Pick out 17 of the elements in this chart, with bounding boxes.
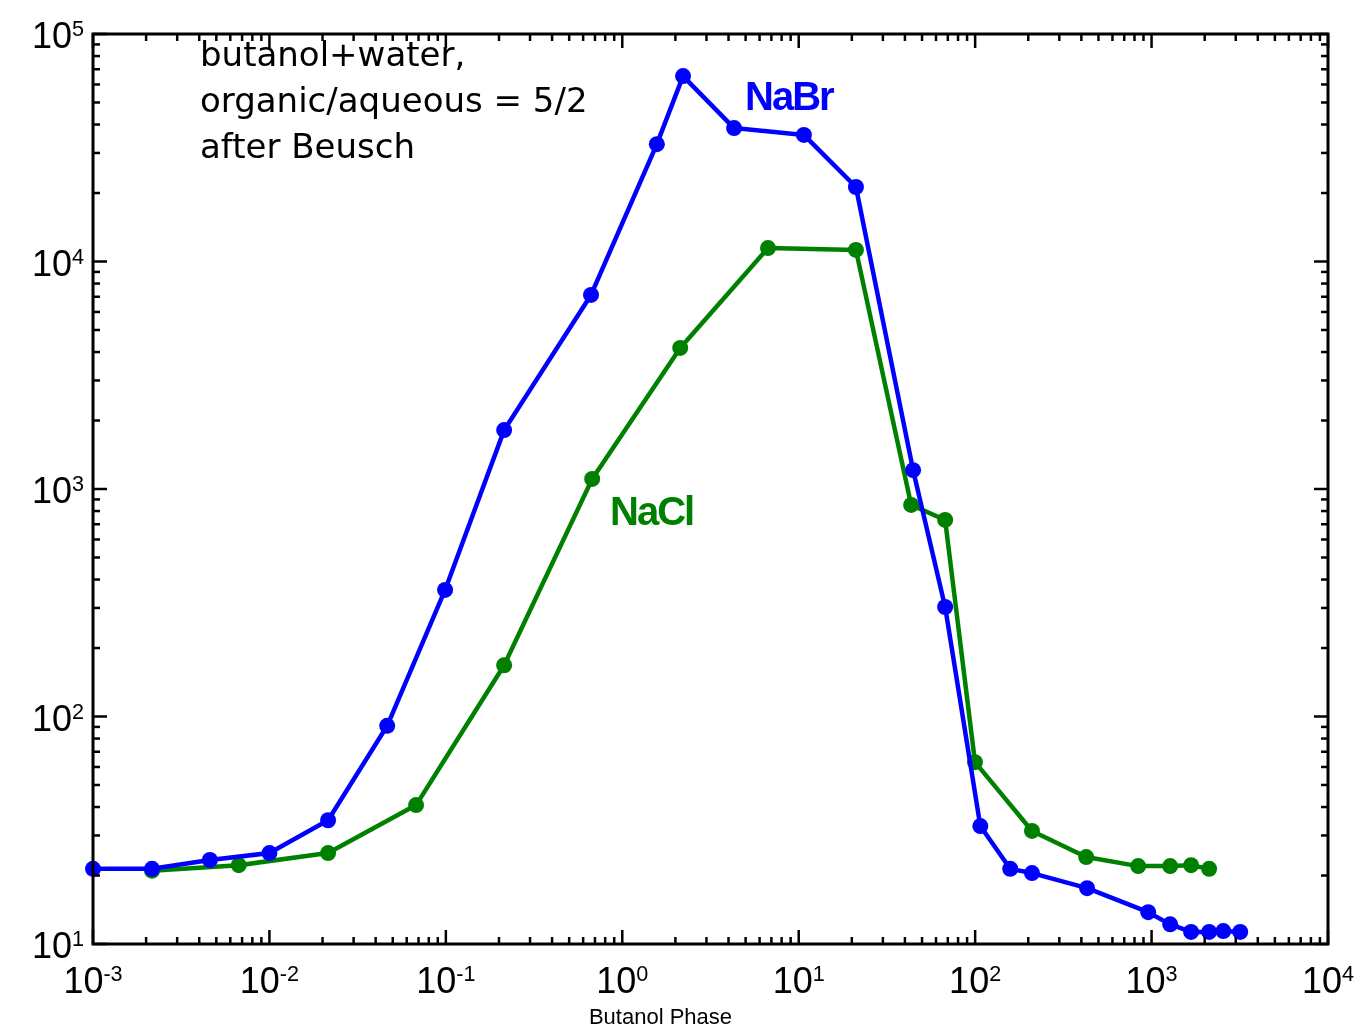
annotation: butanol+water, [200,34,466,74]
x-axis-title: Butanol Phase [588,1004,733,1029]
x-tick-label: 10$^{2}$ [949,960,1002,1001]
y-tick-label: 10$^{3}$ [31,470,84,511]
annotation: organic/aqueous = 5/2 [200,80,588,120]
x-tick-label: 10$^{-2}$ [239,960,300,1001]
annotation: after Beusch [200,126,415,166]
x-tick-label: 10$^{3}$ [1125,960,1178,1001]
y-tick-label: 10$^{4}$ [31,242,84,284]
y-tick-label: 10$^{5}$ [31,15,84,56]
x-tick-label: 10$^{1}$ [772,960,825,1001]
y-tick-label: 10$^{2}$ [31,697,84,739]
series-label: NaCl [610,489,694,533]
series-label: NaBr [745,74,835,118]
x-tick-label: 10$^{0}$ [596,960,649,1001]
x-tick-label: 10$^{4}$ [1301,960,1355,1001]
x-tick-label: 10$^{-1}$ [416,960,476,1001]
